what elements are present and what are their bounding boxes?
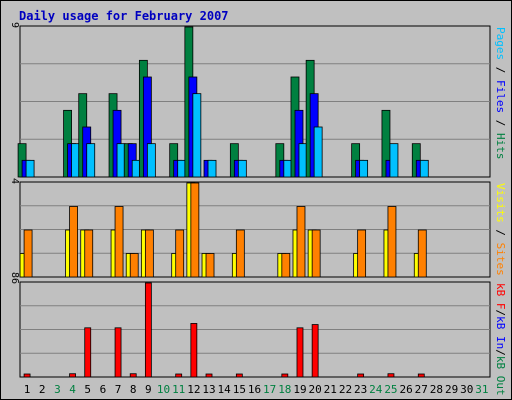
day-label-5: 5 [84,383,91,396]
legend-entry: / [494,310,507,317]
legend-entry: Files [494,80,507,113]
day-label-11: 11 [172,383,185,396]
day-label-12: 12 [187,383,200,396]
day-label-22: 22 [339,383,352,396]
bar-visits-sites-day-5 [84,229,94,278]
day-label-31: 31 [475,383,488,396]
bar-kbytes-kb-f-day-27 [417,373,425,378]
bar-visits-sites-day-7 [114,206,124,278]
bar-visits-sites-day-27 [417,229,427,278]
day-label-26: 26 [399,383,412,396]
legend-entry: / [494,60,507,80]
day-label-9: 9 [145,383,152,396]
bar-visits-sites-day-13 [205,253,215,278]
day-label-25: 25 [384,383,397,396]
bar-kbytes-kb-f-day-18 [281,373,289,378]
bar-hits-pages-day-5 [86,143,96,178]
bar-kbytes-kb-f-day-13 [205,373,213,378]
legend-entry: Hits [494,133,507,160]
bar-visits-sites-day-12 [190,182,200,278]
legend-entry: / [494,113,507,133]
day-label-10: 10 [157,383,170,396]
day-label-23: 23 [354,383,367,396]
day-label-6: 6 [100,383,107,396]
bar-kbytes-kb-f-day-8 [129,373,137,378]
bar-visits-sites-day-11 [175,229,185,278]
ymax-label-hits: 9 [9,22,20,28]
bar-visits-sites-day-20 [311,229,321,278]
bar-kbytes-kb-f-day-19 [296,327,304,378]
bar-visits-sites-day-4 [69,206,78,278]
day-label-21: 21 [324,383,337,396]
bar-hits-pages-day-12 [192,93,202,178]
bar-kbytes-kb-f-day-1 [23,373,31,378]
bar-kbytes-kb-f-day-15 [235,373,243,378]
day-label-1: 1 [24,383,31,396]
bar-hits-pages-day-20 [313,126,323,178]
day-label-17: 17 [263,383,276,396]
legend-kbytes: kB F/kB In/kB Out [494,283,507,396]
bar-hits-pages-day-27 [419,159,429,178]
bar-kbytes-kb-f-day-7 [114,327,122,378]
bar-kbytes-kb-f-day-5 [84,327,92,378]
day-label-16: 16 [248,383,261,396]
bar-visits-sites-day-15 [235,229,245,278]
day-label-30: 30 [460,383,473,396]
legend-entry: / [494,223,507,243]
bar-hits-pages-day-25 [389,143,399,178]
legend-entry: / [494,349,507,356]
day-label-28: 28 [430,383,443,396]
bar-hits-pages-day-15 [237,159,247,178]
bar-hits-pages-day-1 [25,159,35,178]
bar-kbytes-kb-f-day-4 [69,373,76,378]
bar-kbytes-kb-f-day-23 [357,373,365,378]
legend-hits: Pages / Files / Hits [494,27,507,160]
day-label-14: 14 [218,383,232,396]
day-label-13: 13 [202,383,215,396]
bar-visits-sites-day-9 [144,229,154,278]
bar-kbytes-kb-f-day-25 [387,373,395,378]
day-label-18: 18 [278,383,291,396]
legend-visits: Visits / Sites [494,183,507,276]
day-label-20: 20 [309,383,322,396]
legend-entry: Sites [494,243,507,276]
legend-entry: kB Out [494,356,507,396]
legend-entry: kB In [494,316,507,349]
bar-hits-pages-day-9 [146,143,156,178]
bar-visits-sites-day-1 [23,229,33,278]
day-label-15: 15 [233,383,246,396]
day-label-8: 8 [130,383,137,396]
ymax-label-visits: 4 [9,178,20,184]
day-label-27: 27 [415,383,428,396]
bar-visits-sites-day-25 [387,206,397,278]
chart-title: Daily usage for February 2007 [19,9,229,23]
bar-kbytes-kb-f-day-12 [190,323,198,378]
day-label-7: 7 [115,383,122,396]
legend-entry: Visits [494,183,507,223]
bar-visits-sites-day-18 [281,253,291,278]
day-label-4: 4 [69,383,76,396]
bar-hits-pages-day-23 [359,159,369,178]
bar-kbytes-kb-f-day-9 [144,282,152,378]
day-label-19: 19 [293,383,306,396]
bar-hits-pages-day-13 [207,159,217,178]
legend-entry: Pages [494,27,507,60]
bar-visits-sites-day-19 [296,206,306,278]
bar-visits-sites-day-8 [129,253,139,278]
legend-entry: kB F [494,283,507,310]
day-label-29: 29 [445,383,458,396]
day-label-24: 24 [369,383,383,396]
day-label-3: 3 [54,383,61,396]
day-label-2: 2 [39,383,46,396]
bar-visits-sites-day-23 [357,229,367,278]
bar-kbytes-kb-f-day-20 [311,324,319,378]
ymax-label-kbytes: 86 [9,272,20,284]
bar-kbytes-kb-f-day-11 [175,373,183,378]
